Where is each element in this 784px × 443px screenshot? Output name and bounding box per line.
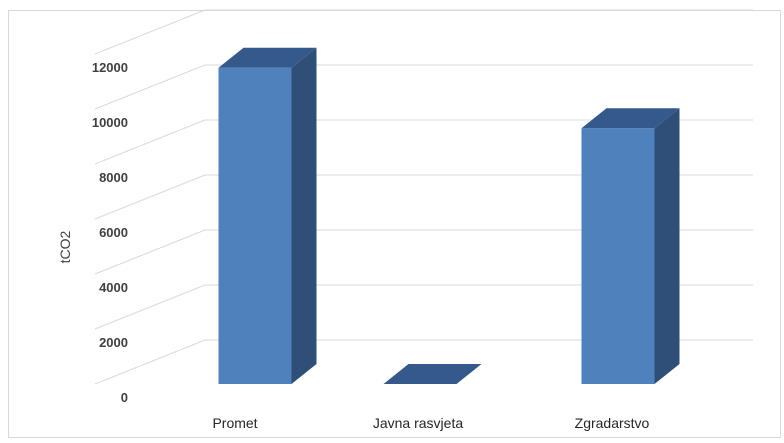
x-category-label: Promet [212, 415, 257, 431]
bars [218, 47, 680, 384]
bar [581, 108, 680, 384]
bar-side [654, 108, 680, 384]
y-tick-label: 6000 [99, 225, 128, 240]
bar [383, 364, 482, 384]
y-tick-label: 12000 [92, 60, 128, 75]
y-axis-ticks: 0 2000 4000 6000 8000 10000 12000 [92, 60, 128, 405]
y-axis-label: tCO2 [57, 230, 73, 263]
y-tick-label: 4000 [99, 280, 128, 295]
bar-side [291, 47, 317, 384]
y-tick-label: 10000 [92, 115, 128, 130]
gridline-diagonal [94, 119, 206, 165]
bar [218, 47, 317, 384]
x-axis-categories: Promet Javna rasvjeta Zgradarstvo [212, 415, 649, 431]
y-tick-label: 0 [121, 390, 128, 405]
y-tick-label: 8000 [99, 170, 128, 185]
bar-front [581, 128, 655, 384]
gridline-diagonal [94, 9, 206, 55]
bar-top [383, 364, 482, 384]
y-tick-label: 2000 [99, 335, 128, 350]
x-category-label: Javna rasvjeta [373, 415, 463, 431]
bar-top [218, 47, 317, 68]
bar-front [218, 67, 292, 384]
x-category-label: Zgradarstvo [575, 415, 650, 431]
gridline-diagonal [94, 64, 206, 110]
gridline-diagonal [94, 174, 206, 220]
bar-top [581, 108, 680, 129]
gridline-diagonal [94, 284, 206, 330]
gridline-diagonal [94, 339, 206, 385]
gridline-diagonal [94, 229, 206, 275]
